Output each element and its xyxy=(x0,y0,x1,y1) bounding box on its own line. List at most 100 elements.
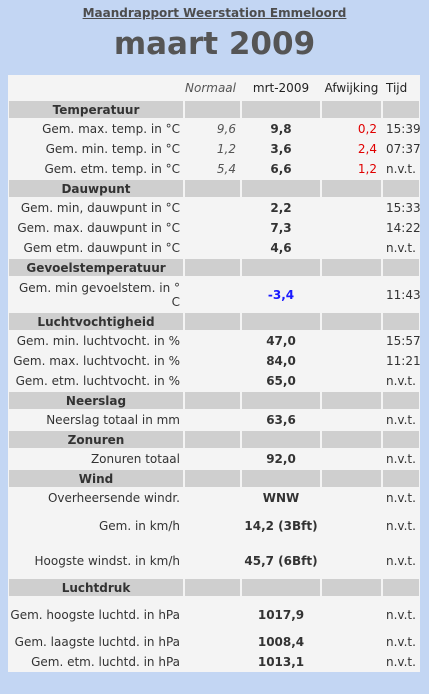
row-normaal xyxy=(184,410,241,430)
row-afwijking xyxy=(321,597,382,632)
row-tijd: n.v.t. xyxy=(382,238,420,258)
row-afwijking xyxy=(321,543,382,578)
row-label: Gem. max. luchtvocht. in % xyxy=(8,351,184,371)
section-filler xyxy=(321,179,382,198)
table-row: Gem. in km/h 14,2 (3Bft) n.v.t. xyxy=(8,508,420,543)
row-value: 7,3 xyxy=(241,218,321,238)
row-normaal xyxy=(184,277,241,312)
row-value: 1008,4 xyxy=(241,632,321,652)
section-header: Temperatuur xyxy=(8,100,420,119)
table-row: Gem. etm. luchtvocht. in % 65,0 n.v.t. xyxy=(8,371,420,391)
row-label: Hoogste windst. in km/h xyxy=(8,543,184,578)
row-afwijking xyxy=(321,652,382,672)
row-label: Gem. etm. luchtd. in hPa xyxy=(8,652,184,672)
row-label: Gem. max. temp. in °C xyxy=(8,119,184,139)
row-tijd: n.v.t. xyxy=(382,410,420,430)
row-value: 14,2 (3Bft) xyxy=(241,508,321,543)
row-normaal: 1,2 xyxy=(184,139,241,159)
section-title: Zonuren xyxy=(8,430,184,449)
row-label: Zonuren totaal xyxy=(8,449,184,469)
section-title: Dauwpunt xyxy=(8,179,184,198)
section-title: Wind xyxy=(8,469,184,488)
row-label: Neerslag totaal in mm xyxy=(8,410,184,430)
section-title: Luchtdruk xyxy=(8,578,184,597)
section-filler xyxy=(321,578,382,597)
row-value: 3,6 xyxy=(241,139,321,159)
row-afwijking xyxy=(321,410,382,430)
weather-report: Normaal mrt-2009 Afwijking Tijd Temperat… xyxy=(8,75,421,672)
row-value: 84,0 xyxy=(241,351,321,371)
row-normaal xyxy=(184,198,241,218)
section-filler xyxy=(382,430,420,449)
section-filler xyxy=(184,258,241,277)
row-tijd: n.v.t. xyxy=(382,371,420,391)
section-title: Temperatuur xyxy=(8,100,184,119)
row-value: 2,2 xyxy=(241,198,321,218)
table-row: Hoogste windst. in km/h 45,7 (6Bft) n.v.t. xyxy=(8,543,420,578)
row-normaal xyxy=(184,543,241,578)
row-value: 1017,9 xyxy=(241,597,321,632)
section-filler xyxy=(184,469,241,488)
row-tijd: n.v.t. xyxy=(382,488,420,508)
section-filler xyxy=(321,391,382,410)
row-afwijking xyxy=(321,632,382,652)
section-filler xyxy=(382,469,420,488)
row-normaal xyxy=(184,632,241,652)
header-afwijking: Afwijking xyxy=(321,75,382,100)
row-afwijking xyxy=(321,198,382,218)
table-row: Gem etm. dauwpunt in °C 4,6 n.v.t. xyxy=(8,238,420,258)
section-header: Dauwpunt xyxy=(8,179,420,198)
section-filler xyxy=(184,430,241,449)
table-row: Gem. min. luchtvocht. in % 47,0 15:57 xyxy=(8,331,421,351)
row-value: 6,6 xyxy=(241,159,321,179)
section-filler xyxy=(321,312,382,331)
row-afwijking: 2,4 xyxy=(321,139,382,159)
row-label: Gem. min, dauwpunt in °C xyxy=(8,198,184,218)
section-filler xyxy=(382,100,420,119)
row-value: 63,6 xyxy=(241,410,321,430)
row-tijd: n.v.t. xyxy=(382,652,420,672)
row-afwijking xyxy=(321,449,382,469)
row-value: 9,8 xyxy=(241,119,321,139)
table-row: Gem. max. dauwpunt in °C 7,3 14:22 xyxy=(8,218,421,238)
row-normaal xyxy=(184,238,241,258)
row-afwijking: 1,2 xyxy=(321,159,382,179)
table-header-row: Normaal mrt-2009 Afwijking Tijd xyxy=(8,75,420,100)
section-filler xyxy=(184,578,241,597)
section-filler xyxy=(382,258,420,277)
row-normaal xyxy=(184,351,241,371)
row-tijd: n.v.t. xyxy=(382,632,420,652)
row-afwijking: 0,2 xyxy=(321,119,382,139)
row-label: Gem. etm. temp. in °C xyxy=(8,159,184,179)
row-label: Gem. hoogste luchtd. in hPa xyxy=(8,597,184,632)
row-tijd: 15:57 xyxy=(382,331,421,351)
section-filler xyxy=(382,578,420,597)
section-header: Luchtdruk xyxy=(8,578,420,597)
row-value: 45,7 (6Bft) xyxy=(241,543,321,578)
section-filler xyxy=(184,100,241,119)
row-tijd: n.v.t. xyxy=(382,543,420,578)
row-normaal xyxy=(184,449,241,469)
section-header: Luchtvochtigheid xyxy=(8,312,420,331)
table-row: Gem. max. temp. in °C 9,6 9,8 0,2 15:39 xyxy=(8,119,421,139)
row-tijd: n.v.t. xyxy=(382,597,420,632)
row-value: 4,6 xyxy=(241,238,321,258)
table-row: Gem. etm. temp. in °C 5,4 6,6 1,2 n.v.t. xyxy=(8,159,420,179)
row-normaal xyxy=(184,218,241,238)
section-filler xyxy=(241,430,321,449)
report-title-link[interactable]: Maandrapport Weerstation Emmeloord xyxy=(82,6,347,20)
row-value: WNW xyxy=(241,488,321,508)
table-row: Zonuren totaal 92,0 n.v.t. xyxy=(8,449,420,469)
header-normaal: Normaal xyxy=(184,75,241,100)
row-normaal xyxy=(184,652,241,672)
row-tijd: 11:21 xyxy=(382,351,421,371)
section-filler xyxy=(321,469,382,488)
table-row: Gem. min, dauwpunt in °C 2,2 15:33 xyxy=(8,198,421,218)
section-header: Gevoelstemperatuur xyxy=(8,258,420,277)
section-filler xyxy=(241,391,321,410)
row-value: -3,4 xyxy=(241,277,321,312)
month-title: maart 2009 xyxy=(113,26,316,62)
row-value: 1013,1 xyxy=(241,652,321,672)
row-tijd: 11:43 xyxy=(382,277,421,312)
table-row: Gem. laagste luchtd. in hPa 1008,4 n.v.t. xyxy=(8,632,420,652)
